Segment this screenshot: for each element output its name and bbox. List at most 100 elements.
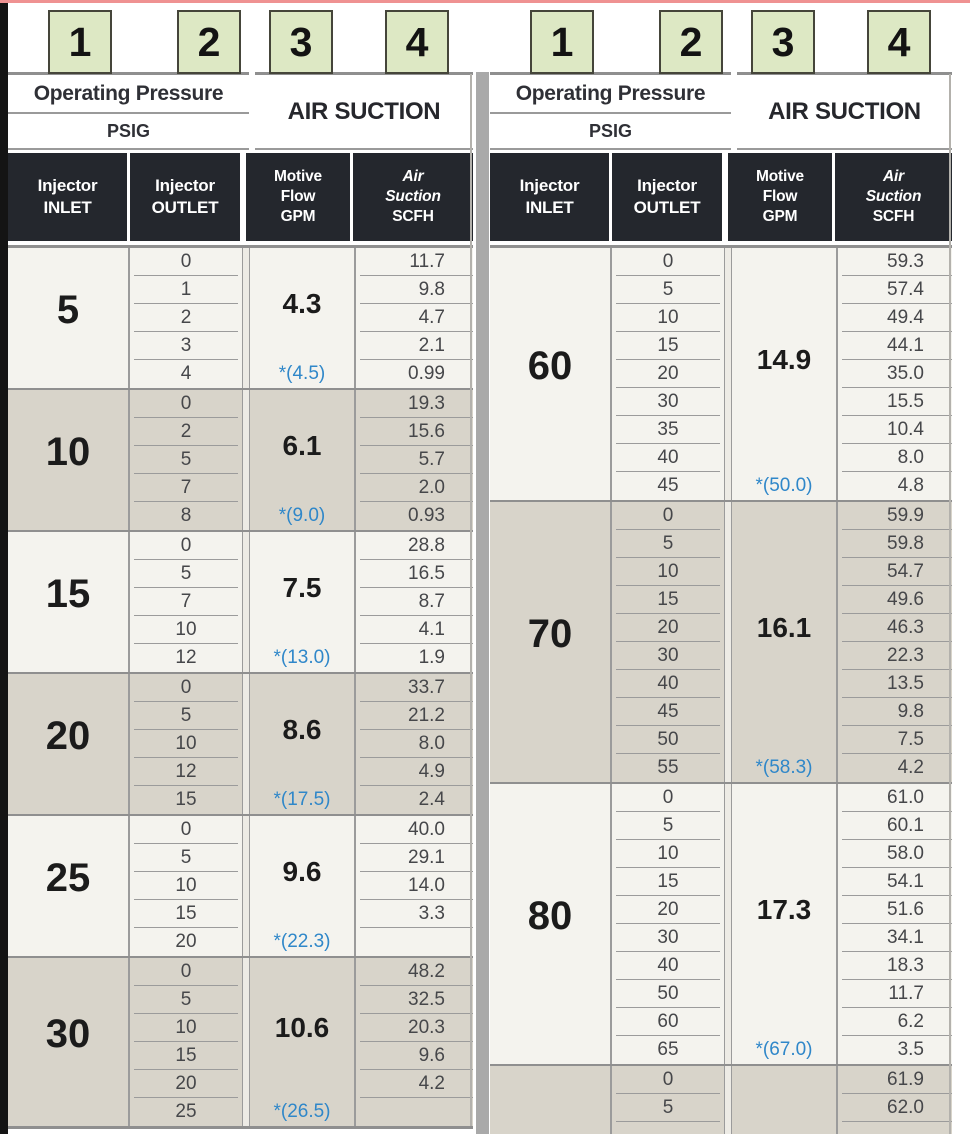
air-suction-column: 19.3 15.6 5.7 2.0 0.93 [356,390,473,530]
performance-table-left: 1 2 3 4 Operating Pressure PSIG AIR SUCT… [8,0,473,1134]
injector-outlet-header: Injector OUTLET [130,153,240,241]
outlet-value: 0 [180,393,192,414]
scfh-value: 7.5 [897,729,924,750]
table-row: 13.5 [838,669,952,698]
scfh-value: 15.6 [408,421,445,442]
scfh-value: 35.0 [887,363,924,384]
group-header-row: Operating Pressure PSIG AIR SUCTION [8,72,473,150]
table-row: 46.3 [838,613,952,642]
table-row: 25 [130,1097,242,1126]
pressure-section-30: 30 0 5 10 15 20 25 10.6 *(26.5) 48.2 32.5 20.3 9.6 4.… [8,956,473,1126]
scfh-value: 11.7 [409,251,445,272]
table-row [356,927,473,956]
outlet-value: 65 [657,1039,679,1060]
outlet-value: 25 [175,1101,197,1122]
group-header-row: Operating Pressure PSIG AIR SUCTION [490,72,952,150]
scfh-value: 8.0 [418,733,445,754]
header-line: Air [402,167,424,185]
outlet-value: 10 [175,1017,197,1038]
table-row: 5.7 [356,445,473,474]
outlet-value: 10 [175,875,197,896]
table-row: 50 [612,979,724,1008]
scfh-value: 2.0 [418,477,445,498]
header-line: Motive [274,167,322,185]
scfh-value: 4.2 [897,757,924,778]
table-row: 5 [612,529,724,558]
motive-flow-value [732,1066,836,1110]
outlet-value: 5 [180,989,192,1010]
pressure-section-70: 70 0 5 10 15 20 30 40 45 50 55 16.1 *(58.3) 59.9 59.8 5… [490,500,952,782]
table-row: 15 [612,585,724,614]
scfh-value: 40.0 [408,819,445,840]
table-row: 11.7 [356,248,473,276]
table-row: 6.2 [838,1007,952,1036]
outlet-value: 10 [657,843,679,864]
table-data-left: 5 0 1 2 3 4 4.3 *(4.5) 11.7 9.8 4.7 2.1 0.99 10 0 2 5 7 8 6… [8,245,473,1129]
scfh-value: 0.99 [408,363,445,384]
scfh-value: 32.5 [408,989,445,1010]
table-row: 20 [130,927,242,956]
outlet-value: 15 [175,903,197,924]
air-suction-group: AIR SUCTION [737,72,952,150]
outlet-value: 15 [657,335,679,356]
outlet-pressure-column: 0 5 10 15 20 30 40 45 50 55 [612,502,724,782]
outlet-value: 5 [662,279,674,300]
inlet-pressure-value: 20 [45,713,91,758]
outlet-value: 7 [180,591,192,612]
outlet-pressure-column: 0 5 10 12 15 [130,674,242,814]
scfh-value: 4.2 [418,1073,445,1094]
motive-flow-cell: 16.1 *(58.3) [732,502,838,782]
tables-divider [476,72,489,1134]
outlet-value: 20 [657,899,679,920]
outlet-value: 20 [175,931,197,952]
outlet-pressure-column: 0 5 10 15 20 25 [130,958,242,1126]
outlet-value: 55 [657,757,679,778]
scfh-value: 59.9 [887,505,924,526]
table-row: 2.4 [356,785,473,814]
scfh-value: 18.3 [887,955,924,976]
header-line: OUTLET [151,198,219,217]
column-gap [242,816,250,956]
table-row-partial [612,1121,724,1134]
table-row: 15 [130,785,242,814]
scfh-value: 3.3 [418,903,445,924]
column-marker-1: 1 [530,10,594,74]
outlet-pressure-column: 0 1 2 3 4 [130,248,242,388]
outlet-pressure-column: 0 2 5 7 8 [130,390,242,530]
table-row: 59.8 [838,529,952,558]
max-outlet-annotation: *(9.0) [278,505,326,526]
table-row: 35.0 [838,359,952,388]
outlet-value: 0 [180,819,192,840]
table-row: 4.2 [838,753,952,782]
table-row: 49.6 [838,585,952,614]
page-left-bar [0,3,8,1134]
header-line: Injector [155,175,215,195]
table-row: 55 [612,753,724,782]
table-row: 2.0 [356,473,473,502]
table-row: 0 [612,1066,724,1094]
table-row: 8 [130,501,242,530]
scfh-value: 54.1 [887,871,924,892]
outlet-value: 5 [180,847,192,868]
table-row: 5 [612,811,724,840]
air-suction-column: 40.0 29.1 14.0 3.3 [356,816,473,956]
max-outlet-annotation: *(22.3) [273,931,331,952]
table-row: 8.0 [356,729,473,758]
table-row: 8.7 [356,587,473,616]
pressure-section-10: 10 0 2 5 7 8 6.1 *(9.0) 19.3 15.6 5.7 2.0 0.93 [8,388,473,530]
header-line: Flow [280,187,316,205]
column-gap [724,248,732,500]
scfh-value: 28.8 [408,535,445,556]
header-line: INLET [43,198,92,217]
table-row: 2.1 [356,331,473,360]
table-row: 20 [130,1069,242,1098]
table-row: 15 [612,867,724,896]
table-row: 5 [130,985,242,1014]
scfh-value: 61.0 [887,787,924,808]
table-row: 10.4 [838,415,952,444]
table-row: 59.9 [838,502,952,530]
table-row: 51.6 [838,895,952,924]
air-suction-column: 33.7 21.2 8.0 4.9 2.4 [356,674,473,814]
scfh-value: 4.8 [897,475,924,496]
outlet-value: 15 [175,1045,197,1066]
